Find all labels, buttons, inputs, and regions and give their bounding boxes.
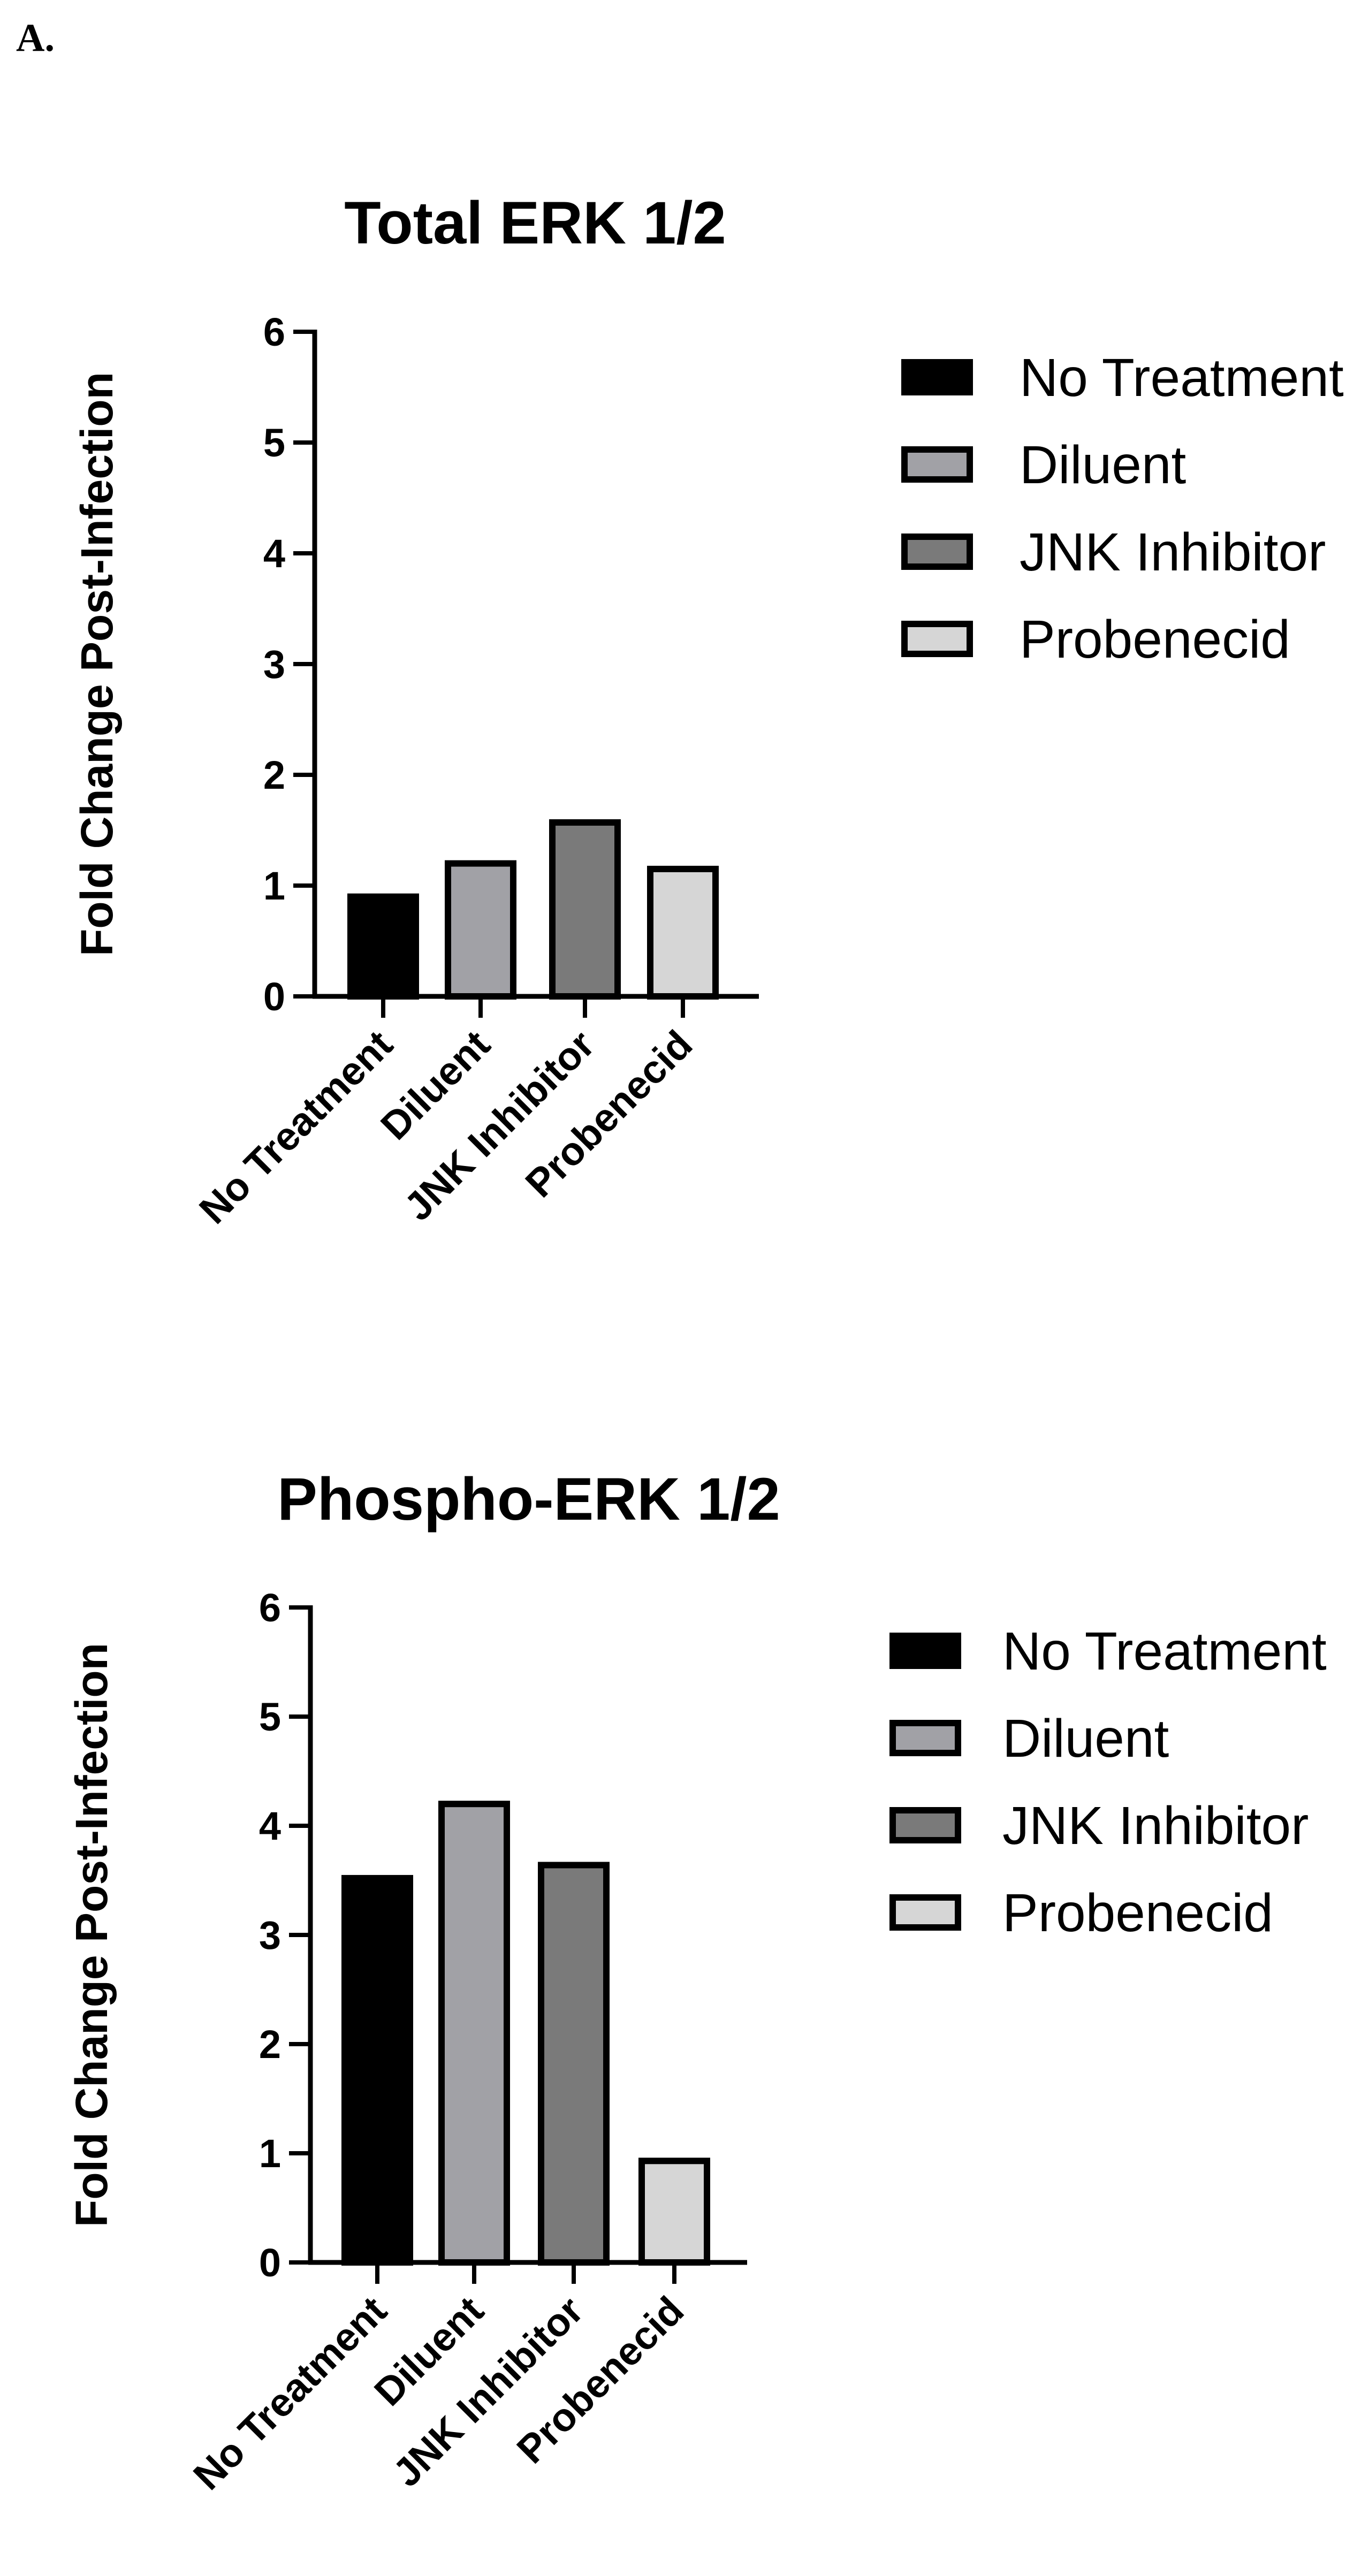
bar-jnk-inhibitor xyxy=(549,819,621,1000)
y-tick-label: 5 xyxy=(259,1695,281,1739)
chart-title: Total ERK 1/2 xyxy=(344,189,726,256)
y-axis-label: Fold Change Post-Infection xyxy=(72,372,122,956)
chart-phospho-erk: Phospho-ERK 1/2 Fold Change Post-Infectio… xyxy=(66,1466,1327,2498)
bar-no-treatment xyxy=(341,1874,413,2266)
y-tick-label: 2 xyxy=(263,753,285,797)
y-tick-label: 0 xyxy=(263,974,285,1019)
legend-swatch-probenecid xyxy=(901,621,973,657)
y-tick-label: 2 xyxy=(259,2022,281,2067)
legend-label-no-treatment: No Treatment xyxy=(1020,348,1344,408)
y-axis-label: Fold Change Post-Infection xyxy=(66,1643,117,2227)
legend-label-jnk-inhibitor: JNK Inhibitor xyxy=(1020,522,1326,582)
y-tick-label: 1 xyxy=(259,2131,281,2176)
legend-label-no-treatment: No Treatment xyxy=(1002,1621,1327,1681)
legend-label-diluent: Diluent xyxy=(1020,435,1186,495)
bar-jnk-inhibitor xyxy=(538,1862,610,2266)
legend-swatch-jnk-inhibitor xyxy=(901,534,973,570)
y-tick-label: 3 xyxy=(259,1913,281,1957)
y-tick-label: 4 xyxy=(259,1804,281,1848)
y-tick-label: 6 xyxy=(263,310,285,354)
y-tick-label: 5 xyxy=(263,421,285,465)
legend-label-probenecid: Probenecid xyxy=(1002,1883,1273,1943)
panel-label: A. xyxy=(16,16,55,60)
bar-diluent xyxy=(445,860,516,1000)
chart-total-erk: Total ERK 1/2 Fold Change Post-Infection 0… xyxy=(72,189,1344,1232)
y-tick-label: 6 xyxy=(259,1586,281,1630)
bar-probenecid xyxy=(638,2158,710,2266)
legend-swatch-diluent xyxy=(889,1720,961,1756)
y-tick-label: 0 xyxy=(259,2240,281,2285)
legend-swatch-no-treatment xyxy=(889,1633,961,1669)
bar-probenecid xyxy=(647,865,719,1000)
legend-swatch-diluent xyxy=(901,446,973,483)
legend-label-diluent: Diluent xyxy=(1002,1709,1169,1769)
bar-diluent xyxy=(438,1801,510,2266)
x-tick-label-no-treatment: No Treatment xyxy=(191,1022,401,1232)
chart-title: Phospho-ERK 1/2 xyxy=(277,1466,780,1533)
legend-label-probenecid: Probenecid xyxy=(1020,609,1290,669)
x-tick-label-no-treatment: No Treatment xyxy=(185,2288,395,2498)
y-tick-label: 4 xyxy=(263,531,285,576)
legend-swatch-probenecid xyxy=(889,1894,961,1931)
y-tick-label: 3 xyxy=(263,642,285,687)
legend-swatch-jnk-inhibitor xyxy=(889,1807,961,1843)
legend-label-jnk-inhibitor: JNK Inhibitor xyxy=(1002,1796,1309,1856)
legend-swatch-no-treatment xyxy=(901,359,973,395)
y-tick-label: 1 xyxy=(263,864,285,908)
bar-no-treatment xyxy=(347,893,419,1000)
